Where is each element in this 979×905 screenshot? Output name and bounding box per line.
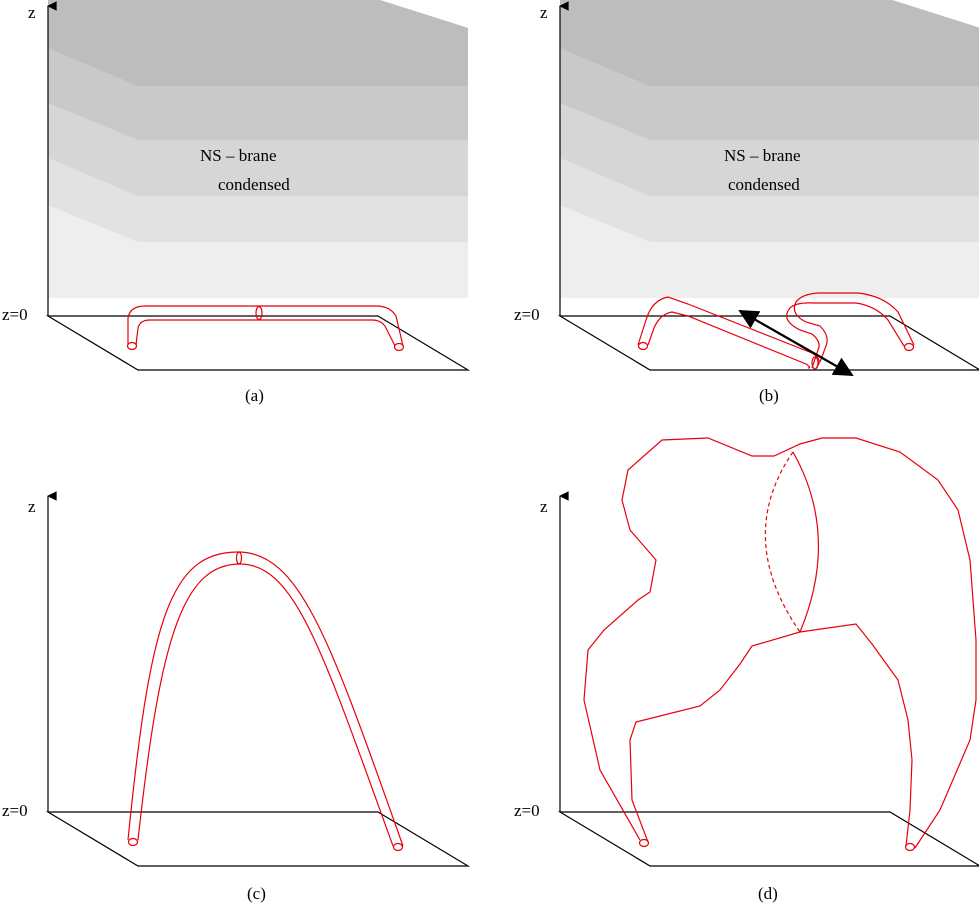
z-axis-label: z <box>540 3 548 22</box>
z-axis-label: z <box>28 497 36 516</box>
ns-brane-layers <box>48 0 468 298</box>
panel-c: z z=0 (c) <box>2 491 471 903</box>
z0-label: z=0 <box>514 305 540 324</box>
caption-a: (a) <box>245 386 264 405</box>
string-tube <box>127 551 404 852</box>
caption-b: (b) <box>759 386 779 405</box>
ns-brane-label: NS – brane <box>200 146 276 165</box>
z-axis-label: z <box>28 3 36 22</box>
caption-c: (c) <box>247 884 266 903</box>
panel-a: z z=0 NS – brane condensed (a) <box>2 0 471 405</box>
base-plane <box>45 315 471 371</box>
base-plane <box>557 315 979 371</box>
z0-label: z=0 <box>514 801 540 820</box>
base-plane <box>45 811 471 867</box>
ns-brane-label: NS – brane <box>724 146 800 165</box>
membrane-surface <box>583 437 977 852</box>
z0-label: z=0 <box>2 305 28 324</box>
z0-label: z=0 <box>2 801 28 820</box>
z-axis-label: z <box>540 497 548 516</box>
base-plane <box>557 811 979 867</box>
condensed-label: condensed <box>218 175 290 194</box>
caption-d: (d) <box>758 884 778 903</box>
ns-brane-layers <box>560 0 979 298</box>
condensed-label: condensed <box>728 175 800 194</box>
panel-d: z z=0 (d) <box>514 437 979 903</box>
motion-arrow <box>738 310 854 376</box>
panel-b: z z=0 NS – brane condensed (b) <box>514 0 979 405</box>
string-tube <box>126 305 405 352</box>
